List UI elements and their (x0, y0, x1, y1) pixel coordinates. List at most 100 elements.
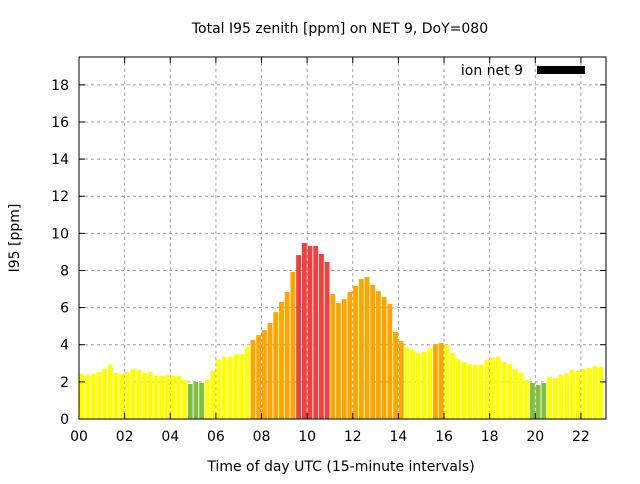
bar (261, 330, 267, 419)
bar (421, 351, 427, 419)
bar (239, 354, 244, 419)
bar (301, 243, 307, 419)
bar (455, 359, 461, 419)
x-tick-label: 02 (116, 429, 134, 445)
bar (393, 331, 398, 419)
bar (125, 372, 130, 419)
bar (484, 359, 490, 419)
bar (233, 354, 239, 419)
bar (501, 362, 507, 419)
bar (130, 369, 136, 419)
y-tick-label: 6 (60, 301, 69, 317)
y-tick-label: 0 (60, 412, 69, 428)
bar (279, 302, 284, 419)
bar (290, 271, 296, 419)
x-tick-label: 08 (253, 429, 271, 445)
bar (204, 380, 210, 419)
x-tick-label: 18 (481, 429, 499, 445)
y-tick-label: 8 (60, 263, 69, 279)
bar (102, 369, 108, 419)
y-tick-label: 10 (51, 226, 69, 242)
bar (381, 297, 387, 419)
bar (336, 302, 341, 419)
bar (415, 353, 421, 419)
bar (222, 356, 227, 419)
y-tick-label: 14 (51, 152, 69, 168)
bar (227, 356, 233, 419)
bar (552, 377, 558, 419)
bar (142, 372, 148, 419)
bar (147, 372, 153, 419)
bar (216, 359, 222, 419)
grid (79, 57, 606, 419)
bar (330, 294, 336, 419)
bar (96, 372, 102, 419)
bar (296, 255, 302, 419)
bar (341, 299, 347, 419)
bar (450, 353, 456, 419)
bar (164, 375, 170, 419)
chart-title: Total I95 zenith [ppm] on NET 9, DoY=080 (191, 21, 488, 37)
bar (324, 261, 330, 419)
bar (467, 364, 473, 419)
x-tick-label: 20 (526, 429, 544, 445)
bar (113, 372, 119, 419)
bar (119, 374, 125, 419)
bar (472, 364, 478, 419)
bar (267, 323, 273, 419)
bar (273, 312, 279, 419)
bar (307, 245, 313, 419)
bar (85, 375, 90, 419)
x-tick-label: 06 (207, 429, 225, 445)
bar (370, 284, 376, 419)
x-tick-label: 22 (572, 429, 590, 445)
legend-swatch (537, 66, 585, 74)
bar (598, 367, 604, 419)
x-tick-label: 12 (344, 429, 362, 445)
bar (170, 375, 176, 419)
bar (387, 304, 393, 419)
bar (250, 340, 256, 419)
bar (159, 375, 165, 419)
bar (530, 382, 535, 419)
bar (376, 291, 381, 419)
bar (444, 344, 450, 419)
bar (575, 370, 581, 419)
bar (404, 346, 410, 419)
bar (564, 372, 570, 419)
bar (433, 344, 438, 419)
bar (558, 375, 564, 419)
y-tick-label: 4 (60, 338, 69, 354)
bar (512, 369, 518, 419)
y-tick-label: 12 (51, 189, 69, 205)
bar (438, 343, 444, 419)
bar (358, 279, 364, 419)
bar (569, 369, 575, 419)
bar (187, 383, 193, 419)
bar (79, 374, 85, 419)
bar (410, 349, 416, 419)
bar (318, 253, 324, 419)
bar (284, 292, 290, 419)
bar (136, 369, 142, 419)
bar (193, 382, 199, 419)
bar (507, 364, 513, 419)
bar (176, 375, 182, 419)
bar (524, 380, 530, 419)
y-tick-label: 2 (60, 375, 69, 391)
x-axis-label: Time of day UTC (15-minute intervals) (206, 459, 474, 475)
legend-label: ion net 9 (461, 63, 523, 79)
x-tick-label: 10 (298, 429, 316, 445)
bar (153, 375, 159, 419)
bar (107, 364, 113, 419)
x-tick-label: 04 (161, 429, 179, 445)
bar (478, 364, 484, 419)
bars (79, 243, 604, 419)
bar (518, 372, 524, 419)
bar (364, 276, 370, 419)
bar (210, 370, 216, 419)
bar (427, 348, 433, 419)
bar (495, 356, 501, 419)
